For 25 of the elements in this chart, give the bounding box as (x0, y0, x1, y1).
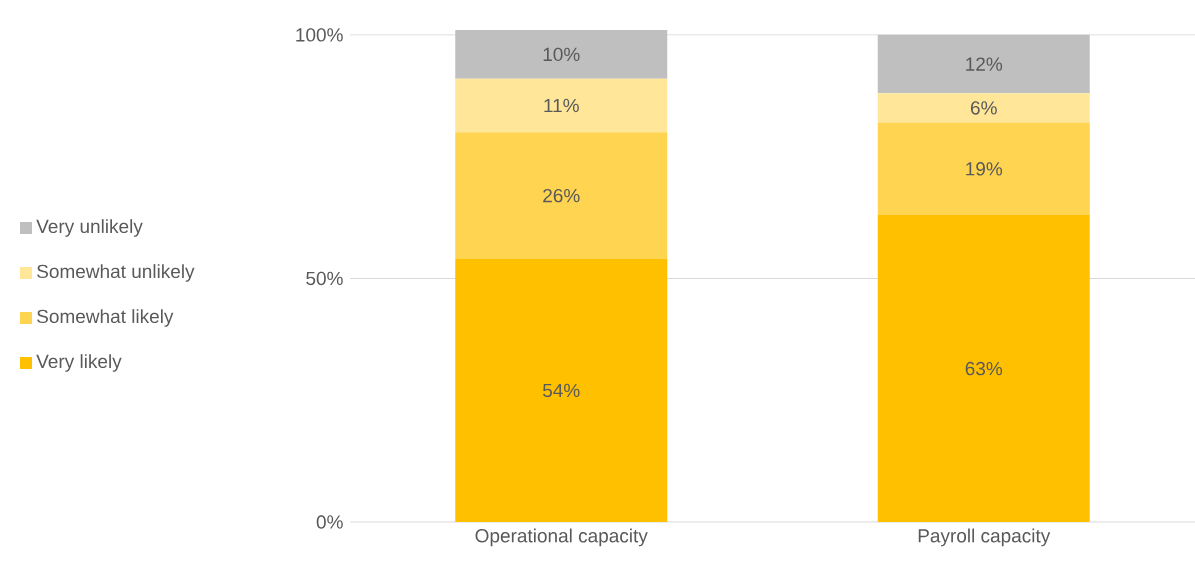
x-tick-label: Payroll capacity (918, 528, 1051, 547)
data-label: 26% (543, 188, 580, 203)
bar (455, 258, 668, 522)
legend-label: Somewhat unlikely (37, 264, 195, 282)
y-tick-label: 0% (316, 515, 343, 529)
data-label: 10% (543, 47, 580, 62)
legend-label: Very likely (36, 354, 122, 372)
bar (455, 78, 668, 133)
y-tick-label: 50% (306, 271, 343, 286)
data-label: 54% (542, 383, 580, 398)
data-label: 19% (966, 162, 1003, 176)
data-label: 11% (544, 98, 579, 113)
y-tick-label: 100% (296, 28, 343, 42)
legend-label: Somewhat likely (37, 309, 174, 327)
bar (877, 34, 1090, 94)
data-label: 63% (965, 361, 1003, 376)
bar (455, 132, 668, 259)
bar (877, 215, 1090, 522)
data-label: 12% (966, 57, 1003, 71)
x-tick-label: Operational capacity (475, 528, 648, 547)
bar (455, 30, 668, 79)
data-label: 6% (970, 101, 997, 115)
bar (877, 122, 1090, 216)
bar (877, 93, 1090, 123)
legend-label: Very unlikely (36, 219, 143, 237)
